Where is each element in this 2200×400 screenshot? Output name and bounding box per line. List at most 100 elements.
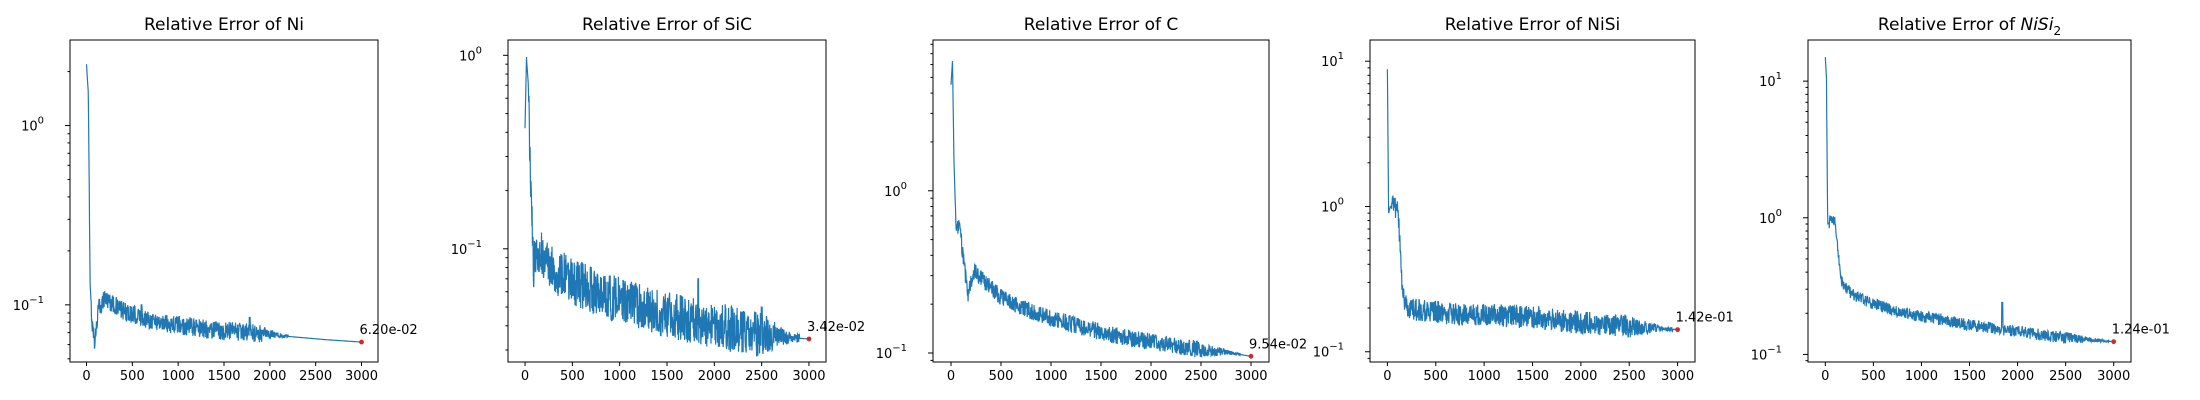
y-tick-label: 10−1 — [1751, 344, 1782, 363]
chart-title-text: Relative Error of — [1878, 15, 2021, 35]
x-tick-label: 1000 — [162, 369, 195, 384]
final-value-marker — [1675, 327, 1680, 333]
y-tick-base: 10 — [459, 49, 476, 64]
y-tick-base: 10 — [1751, 348, 1768, 363]
chart-title: Relative Error of NiSi — [1445, 15, 1621, 35]
x-tick-label: 0 — [1383, 369, 1391, 384]
y-tick-exponent: −1 — [892, 343, 907, 354]
chart-title-formula: NiSi — [2020, 15, 2053, 35]
chart-title-subscript: 2 — [2053, 24, 2061, 38]
x-tick-label: 2500 — [1613, 369, 1646, 384]
final-value-label: 9.54e-02 — [1249, 337, 1307, 352]
x-tick-label: 2000 — [2001, 369, 2034, 384]
chart-title-text: Relative Error of C — [1024, 15, 1178, 35]
y-tick-base: 10 — [884, 185, 901, 200]
x-tick-label: 0 — [82, 369, 90, 384]
chart-panel-3: Relative Error of C 9.54e-02 0 500 1000 1500 2… — [876, 15, 1307, 384]
x-tick-label: 2000 — [253, 369, 286, 384]
x-tick-label: 0 — [1821, 369, 1829, 384]
final-value-label: 6.20e-02 — [360, 323, 418, 338]
plot-frame — [1807, 39, 2132, 363]
y-tick-base: 10 — [1313, 346, 1330, 361]
x-tick-label: 500 — [989, 369, 1014, 384]
final-value-label: 1.42e-01 — [1676, 311, 1734, 326]
y-tick-exponent: 1 — [1776, 71, 1782, 82]
final-value-label: 3.42e-02 — [807, 320, 865, 335]
x-tick-label: 2000 — [698, 369, 731, 384]
chart-title: Relative Error of C — [1024, 15, 1178, 35]
final-value-marker — [1248, 353, 1254, 359]
x-tick-label: 500 — [1861, 369, 1886, 384]
chart-panel-1: Relative Error of Ni6.20e-020 500 1000 1500… — [13, 15, 418, 384]
x-tick-label: 1000 — [1034, 369, 1067, 384]
y-tick-label: 101 — [1321, 51, 1344, 70]
final-value-marker — [2111, 339, 2117, 345]
y-tick-base: 10 — [13, 299, 30, 314]
y-tick-base: 10 — [21, 120, 38, 135]
error-series-line — [85, 64, 362, 349]
x-tick-label: 0 — [521, 369, 529, 384]
chart-title: Relative Error of Ni — [144, 15, 304, 35]
x-tick-label: 3000 — [345, 369, 378, 384]
y-tick-base: 10 — [1321, 55, 1338, 70]
x-tick-label: 1500 — [1953, 369, 1986, 384]
x-tick-label: 3000 — [1661, 369, 1694, 384]
y-tick-exponent: 0 — [476, 45, 482, 56]
x-tick-label: 1000 — [1468, 369, 1501, 384]
x-tick-label: 3000 — [792, 369, 825, 384]
error-series-line — [524, 56, 810, 357]
y-tick-label: 100 — [459, 45, 482, 64]
x-tick-label: 2000 — [1564, 369, 1597, 384]
x-tick-label: 1500 — [650, 369, 683, 384]
chart-title-text: Relative Error of SiC — [582, 15, 752, 35]
x-tick-label: 2500 — [2049, 369, 2082, 384]
y-tick-label: 100 — [1321, 196, 1344, 215]
chart-title-text: Relative Error of NiSi — [1445, 15, 1621, 35]
y-tick-exponent: 0 — [1776, 208, 1782, 219]
y-tick-label: 100 — [1759, 208, 1782, 227]
y-tick-label: 10−1 — [1313, 342, 1344, 361]
y-tick-exponent: 1 — [1338, 51, 1344, 62]
y-tick-label: 100 — [884, 181, 907, 200]
y-tick-base: 10 — [1759, 212, 1776, 227]
y-tick-label: 101 — [1759, 71, 1782, 90]
x-tick-label: 500 — [1423, 369, 1448, 384]
x-tick-label: 1500 — [1516, 369, 1549, 384]
plot-frame — [932, 39, 1270, 363]
x-tick-label: 1000 — [1905, 369, 1938, 384]
x-tick-label: 0 — [947, 369, 955, 384]
y-tick-base: 10 — [1321, 200, 1338, 215]
y-tick-exponent: 0 — [38, 116, 44, 127]
y-tick-exponent: −1 — [1767, 344, 1782, 355]
y-tick-label: 10−1 — [876, 343, 907, 362]
chart-title: Relative Error of SiC — [582, 15, 752, 35]
x-tick-label: 3000 — [1234, 369, 1267, 384]
x-tick-label: 2000 — [1134, 369, 1167, 384]
x-tick-label: 2500 — [299, 369, 332, 384]
x-tick-label: 500 — [120, 369, 145, 384]
y-tick-exponent: 0 — [1338, 196, 1344, 207]
y-tick-exponent: −1 — [29, 295, 44, 306]
error-series-line — [1824, 57, 2114, 345]
error-series-line — [950, 61, 1251, 358]
final-value-marker — [806, 336, 812, 342]
chart-title-text: Relative Error of Ni — [144, 15, 304, 35]
final-value-label: 1.24e-01 — [2112, 323, 2170, 338]
y-tick-exponent: −1 — [1329, 342, 1344, 353]
y-tick-exponent: −1 — [467, 239, 482, 250]
y-tick-base: 10 — [451, 243, 468, 258]
x-tick-label: 1500 — [207, 369, 240, 384]
y-tick-base: 10 — [1759, 75, 1776, 90]
y-tick-base: 10 — [876, 347, 893, 362]
x-tick-label: 1500 — [1084, 369, 1117, 384]
final-value-marker — [359, 339, 364, 345]
x-tick-label: 2500 — [745, 369, 778, 384]
y-tick-label: 10−1 — [13, 295, 44, 314]
error-series-line — [1386, 69, 1678, 338]
y-tick-label: 100 — [21, 116, 44, 135]
x-tick-label: 3000 — [2097, 369, 2130, 384]
